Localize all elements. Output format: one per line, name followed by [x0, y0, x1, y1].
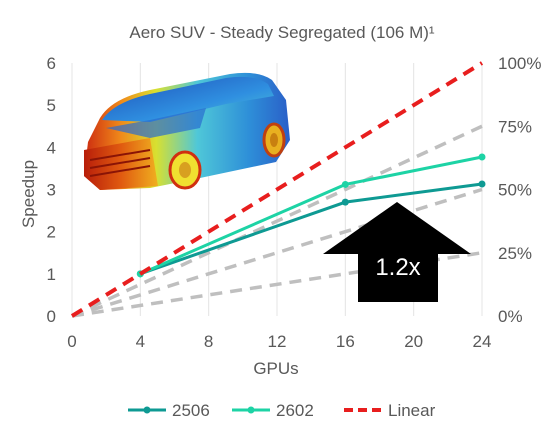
y-axis-label: Speedup — [19, 160, 38, 228]
point-2506-2 — [478, 180, 486, 188]
x-axis-ticks: 0 4 8 12 16 20 24 — [67, 332, 491, 351]
y2-tick-label-0: 0% — [498, 307, 523, 326]
x-tick-label-6: 24 — [473, 332, 492, 351]
y-axis-ticks: 0 1 2 3 4 5 6 — [47, 54, 56, 326]
x-axis-label: GPUs — [253, 359, 298, 378]
x-tick-label-5: 20 — [404, 332, 423, 351]
legend-label-2506: 2506 — [172, 401, 210, 420]
y-tick-label-2: 2 — [47, 223, 56, 242]
x-tick-label-3: 12 — [268, 332, 287, 351]
legend: 2506 2602 Linear — [128, 401, 436, 420]
legend-marker-2506 — [143, 406, 151, 414]
efficiency-guide-0 — [71, 124, 483, 318]
y-tick-label-5: 5 — [47, 96, 56, 115]
point-2602-2 — [478, 153, 486, 161]
y2-tick-label-1: 25% — [498, 244, 532, 263]
y-tick-label-0: 0 — [47, 307, 56, 326]
y-tick-label-1: 1 — [47, 265, 56, 284]
legend-label-linear: Linear — [388, 401, 436, 420]
series-lines — [70, 61, 486, 318]
series-line-linear — [70, 61, 484, 318]
x-tick-label-4: 16 — [336, 332, 355, 351]
x-tick-label-1: 4 — [136, 332, 145, 351]
y2-tick-label-4: 100% — [498, 54, 541, 73]
chart-title: Aero SUV - Steady Segregated (106 M)¹ — [129, 23, 435, 42]
x-tick-label-0: 0 — [67, 332, 76, 351]
legend-label-2602: 2602 — [276, 401, 314, 420]
point-2506-1 — [341, 198, 349, 206]
y-tick-label-4: 4 — [47, 138, 56, 157]
y-tick-label-3: 3 — [47, 181, 56, 200]
efficiency-guide-1 — [71, 187, 483, 318]
x-tick-label-2: 8 — [204, 332, 213, 351]
point-2602-1 — [341, 180, 349, 188]
legend-marker-2602 — [247, 406, 255, 414]
y2-axis-ticks: 0% 25% 50% 75% 100% — [498, 54, 541, 326]
annotation-label: 1.2x — [375, 254, 420, 281]
y2-tick-label-3: 75% — [498, 117, 532, 136]
car-model-icon — [84, 72, 290, 190]
speedup-arrow: 1.2x — [323, 202, 471, 302]
y-tick-label-6: 6 — [47, 54, 56, 73]
y2-tick-label-2: 50% — [498, 181, 532, 200]
